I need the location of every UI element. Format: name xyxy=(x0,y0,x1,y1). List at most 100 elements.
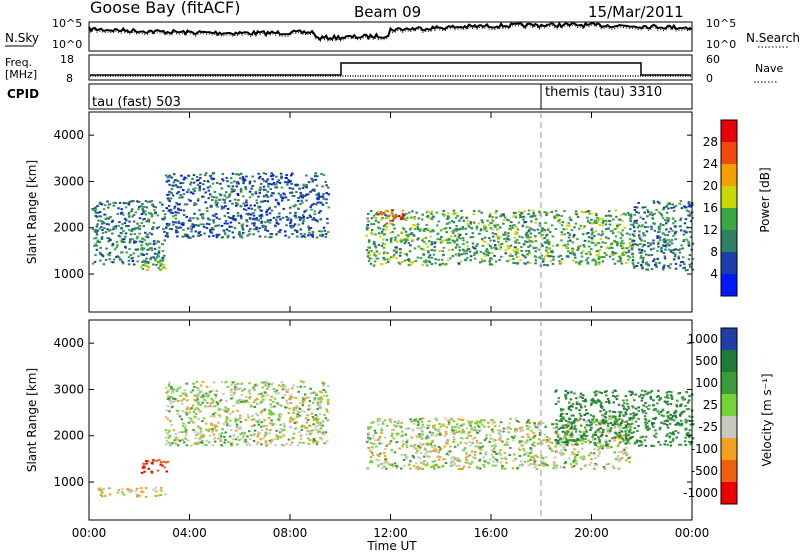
echo-cell xyxy=(622,253,625,256)
echo-cell xyxy=(395,441,399,444)
echo-cell xyxy=(303,185,306,188)
echo-cell xyxy=(326,401,330,404)
echo-cell xyxy=(447,259,450,262)
echo-cell xyxy=(651,217,654,220)
echo-cell xyxy=(389,237,393,240)
echo-cell xyxy=(260,443,263,446)
echo-cell xyxy=(210,422,213,425)
echo-cell xyxy=(244,186,247,189)
echo-cell xyxy=(596,445,599,448)
echo-cell xyxy=(255,228,258,231)
echo-cell xyxy=(147,266,150,269)
echo-cell xyxy=(522,218,525,221)
echo-cell xyxy=(544,426,547,429)
echo-cell xyxy=(514,231,518,233)
echo-cell xyxy=(450,235,453,238)
echo-cell xyxy=(553,430,556,433)
echo-cell xyxy=(296,444,300,447)
echo-cell xyxy=(669,422,672,425)
echo-cell xyxy=(504,458,508,461)
echo-cell xyxy=(215,389,218,392)
echo-cell xyxy=(537,464,541,467)
echo-cell xyxy=(597,448,600,451)
echo-cell xyxy=(691,216,694,219)
echo-cell xyxy=(166,405,170,408)
echo-cell xyxy=(380,431,383,434)
echo-cell xyxy=(207,235,211,238)
echo-cell xyxy=(370,451,374,454)
echo-cell xyxy=(407,463,411,466)
echo-cell xyxy=(576,248,579,251)
echo-cell xyxy=(262,188,266,191)
echo-cell xyxy=(581,437,585,440)
echo-cell xyxy=(552,427,555,430)
echo-cell xyxy=(587,236,591,239)
echo-cell xyxy=(287,236,291,239)
echo-cell xyxy=(276,402,279,405)
echo-cell xyxy=(434,258,437,261)
echo-cell xyxy=(243,440,246,443)
echo-cell xyxy=(394,215,397,218)
echo-cell xyxy=(101,220,105,223)
echo-cell xyxy=(380,462,383,465)
echo-cell xyxy=(213,214,216,217)
echo-cell xyxy=(467,466,471,469)
echo-cell xyxy=(309,433,312,436)
echo-cell xyxy=(125,251,128,254)
echo-cell xyxy=(142,247,146,250)
echo-cell xyxy=(455,227,458,230)
echo-cell xyxy=(490,449,494,452)
echo-cell xyxy=(629,223,633,226)
echo-cell xyxy=(268,439,272,442)
echo-cell xyxy=(569,463,573,466)
colorbar-tick-label: 500 xyxy=(695,354,718,368)
echo-cell xyxy=(595,423,598,426)
echo-cell xyxy=(237,399,240,402)
echo-cell xyxy=(182,189,185,192)
echo-cell xyxy=(583,405,587,408)
echo-cell xyxy=(111,232,114,235)
noise-tick-bottom-left: 10^0 xyxy=(52,38,82,51)
echo-cell xyxy=(627,405,630,408)
echo-cell xyxy=(371,461,374,464)
echo-cell xyxy=(273,405,276,408)
echo-cell xyxy=(177,207,180,210)
echo-cell xyxy=(479,448,483,451)
echo-cell xyxy=(674,220,677,223)
echo-cell xyxy=(581,249,585,252)
echo-cell xyxy=(253,224,256,227)
echo-cell xyxy=(602,422,605,425)
echo-cell xyxy=(174,221,178,224)
echo-cell xyxy=(182,178,186,181)
echo-cell xyxy=(628,456,632,459)
time-x-axis-label: Time UT xyxy=(366,539,417,553)
echo-cell xyxy=(590,401,593,404)
echo-cell xyxy=(589,461,593,464)
echo-cell xyxy=(650,254,653,256)
echo-cell xyxy=(131,260,135,263)
echo-cell xyxy=(257,177,261,180)
echo-cell xyxy=(469,226,473,229)
echo-cell xyxy=(279,195,283,198)
echo-cell xyxy=(326,385,330,388)
echo-cell xyxy=(607,210,611,213)
echo-cell xyxy=(427,436,430,439)
echo-cell xyxy=(373,260,377,263)
echo-cell xyxy=(275,222,279,225)
echo-cell xyxy=(170,192,173,195)
echo-cell xyxy=(384,251,388,254)
echo-cell xyxy=(252,217,255,220)
echo-cell xyxy=(494,458,497,460)
echo-cell xyxy=(316,441,319,443)
echo-cell xyxy=(404,457,408,460)
echo-cell xyxy=(526,433,529,436)
echo-cell xyxy=(647,264,650,267)
echo-cell xyxy=(563,233,566,236)
echo-cell xyxy=(200,433,203,436)
echo-cell xyxy=(583,464,587,467)
echo-cell xyxy=(591,222,594,225)
echo-cell xyxy=(687,202,690,205)
echo-cell xyxy=(474,247,477,250)
echo-cell xyxy=(211,444,214,447)
